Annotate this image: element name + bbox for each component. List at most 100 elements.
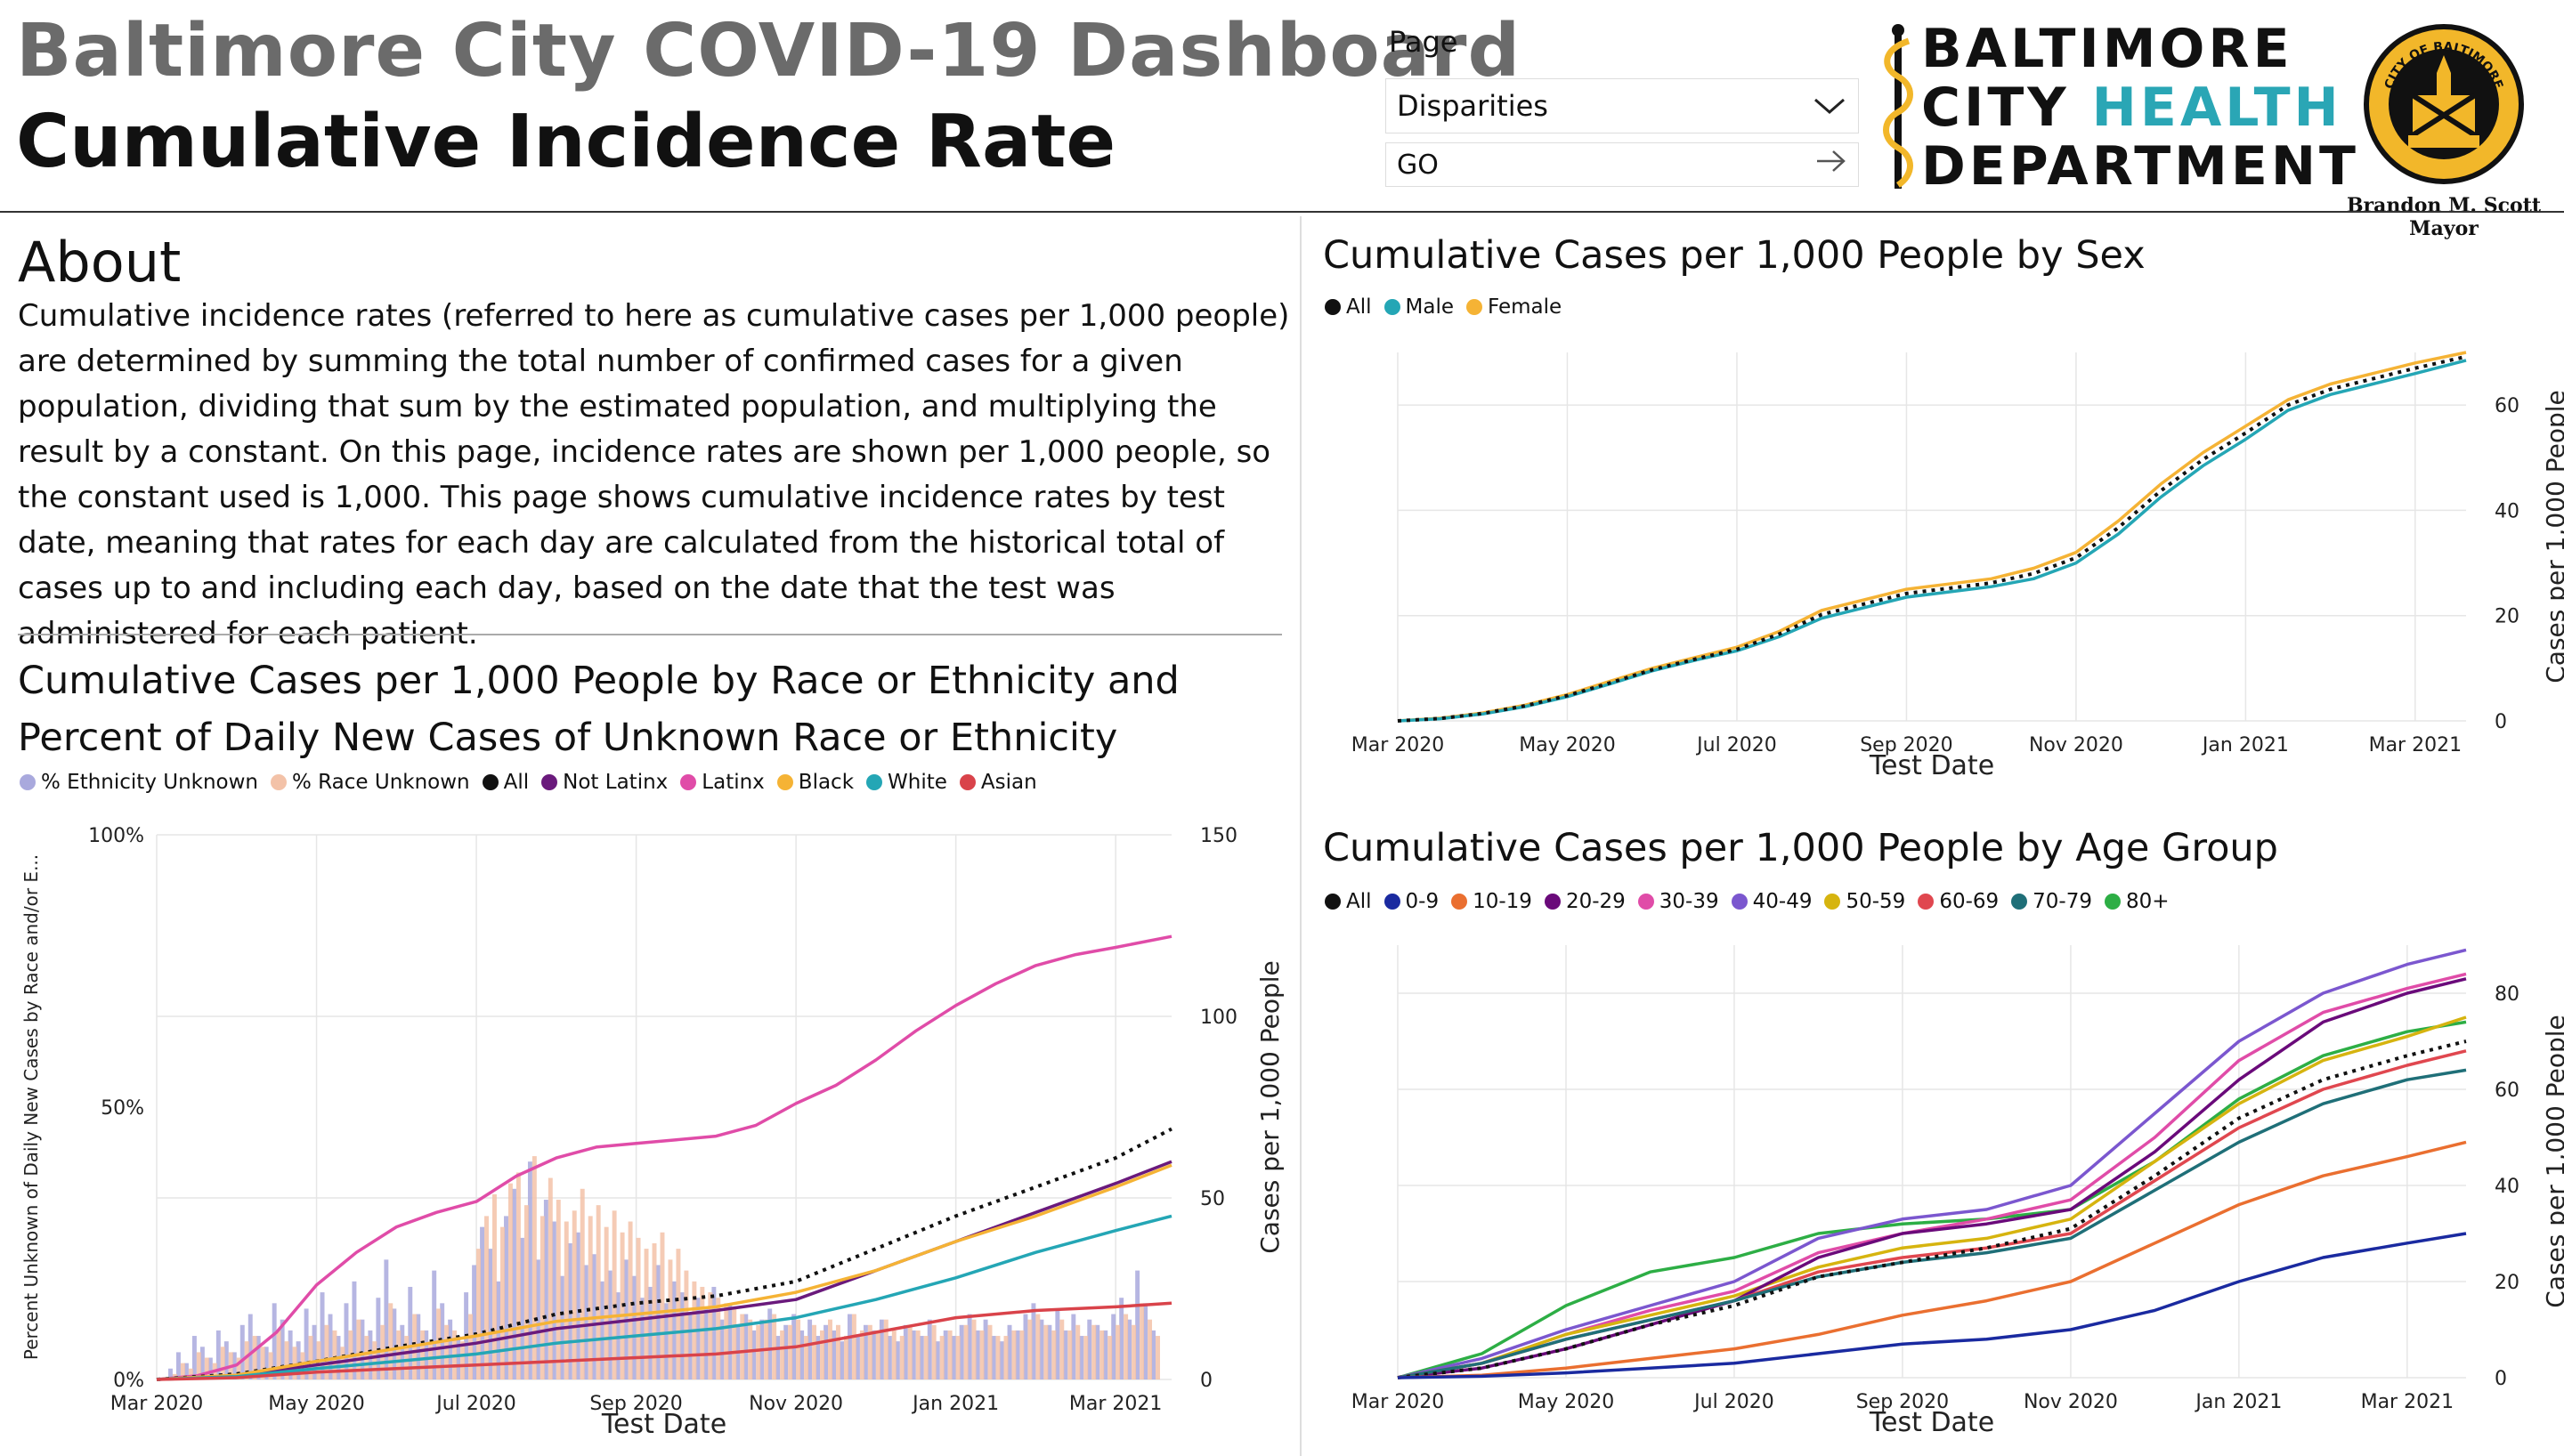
race-unknown-bar — [883, 1319, 888, 1379]
ethnicity-unknown-bar — [935, 1341, 940, 1379]
legend-item[interactable]: All — [1325, 295, 1372, 319]
header-divider — [0, 211, 2564, 213]
race-unknown-bar — [252, 1336, 257, 1379]
legend-item[interactable]: 20-29 — [1544, 890, 1626, 913]
legend-marker — [1383, 299, 1400, 315]
ethnicity-unknown-bar — [824, 1324, 829, 1379]
legend-item[interactable]: % Race Unknown — [271, 771, 470, 794]
race-unknown-bar — [963, 1324, 969, 1379]
legend-item[interactable]: 80+ — [2105, 890, 2170, 913]
ethnicity-unknown-bar — [599, 1281, 604, 1379]
y-tick-label: 50 — [1200, 1188, 1225, 1210]
legend-item[interactable]: Female — [1466, 295, 1562, 319]
page-dropdown[interactable]: Disparities — [1385, 78, 1859, 133]
race-unknown-bar — [923, 1336, 929, 1379]
legend-item[interactable]: % Ethnicity Unknown — [20, 771, 258, 794]
race-unknown-bar — [196, 1352, 201, 1379]
race-unknown-bar — [995, 1336, 1001, 1379]
race-unknown-bar — [788, 1324, 793, 1379]
race-unknown-bar — [1124, 1314, 1129, 1379]
race-unknown-bar — [828, 1319, 832, 1379]
legend-item[interactable]: Not Latinx — [541, 771, 668, 794]
legend-item[interactable]: Asian — [959, 771, 1037, 794]
race-unknown-bar — [1067, 1330, 1073, 1379]
ethnicity-unknown-bar — [895, 1341, 900, 1379]
ethnicity-unknown-bar — [655, 1265, 661, 1379]
y-left-tick-label: 50% — [101, 1097, 144, 1120]
legend-item[interactable]: Male — [1383, 295, 1454, 319]
x-tick-label: Jan 2021 — [2194, 1391, 2282, 1413]
about-text: Cumulative incidence rates (referred to … — [18, 298, 1290, 651]
x-tick-label: Mar 2020 — [110, 1393, 204, 1415]
race-unknown-bar — [971, 1319, 977, 1379]
ethnicity-unknown-bar — [488, 1249, 493, 1379]
race-unknown-bar — [188, 1368, 193, 1379]
legend-item[interactable]: Black — [776, 771, 854, 794]
ethnicity-unknown-bar — [175, 1352, 181, 1379]
legend-marker — [20, 774, 36, 790]
ethnicity-unknown-bar — [999, 1341, 1004, 1379]
ethnicity-unknown-bar — [975, 1330, 980, 1379]
race-unknown-bar — [1059, 1319, 1065, 1379]
legend-item[interactable]: All — [482, 771, 530, 794]
legend-label: All — [503, 771, 530, 794]
legend-item[interactable]: All — [1325, 890, 1372, 913]
race-unknown-bar — [596, 1205, 601, 1379]
ethnicity-unknown-bar — [368, 1330, 373, 1379]
race-unknown-bar — [236, 1357, 241, 1379]
legend-item[interactable]: 70-79 — [2011, 890, 2092, 913]
ethnicity-unknown-bar — [264, 1347, 269, 1379]
race-unknown-bar — [668, 1259, 673, 1379]
legend-label: 80+ — [2126, 890, 2170, 913]
race-unknown-bar — [843, 1336, 848, 1379]
race-unknown-bar — [244, 1341, 249, 1379]
ethnicity-unknown-bar — [199, 1347, 205, 1379]
race-unknown-bar — [180, 1363, 185, 1379]
legend-marker — [1325, 299, 1341, 315]
race-unknown-bar — [700, 1286, 705, 1379]
legend-marker — [541, 774, 558, 790]
ethnicity-unknown-bar — [1095, 1324, 1100, 1379]
legend-label: 20-29 — [1565, 890, 1626, 913]
legend-label: Not Latinx — [563, 771, 669, 794]
legend-marker — [1637, 894, 1654, 910]
legend-item[interactable]: 60-69 — [1918, 890, 1999, 913]
race-unknown-bar — [604, 1226, 609, 1379]
ethnicity-unknown-bar — [903, 1324, 908, 1379]
ethnicity-unknown-bar — [424, 1330, 429, 1379]
age-chart-title: Cumulative Cases per 1,000 People by Age… — [1323, 826, 2278, 870]
ethnicity-unknown-bar — [575, 1232, 580, 1379]
ethnicity-unknown-bar — [1127, 1319, 1132, 1379]
x-tick-label: Mar 2020 — [1351, 1391, 1445, 1413]
legend-marker — [959, 774, 976, 790]
legend-item[interactable]: Latinx — [680, 771, 765, 794]
race-unknown-bar — [947, 1330, 953, 1379]
race-unknown-bar — [572, 1210, 577, 1379]
race-unknown-bar — [531, 1156, 537, 1379]
race-unknown-bar — [388, 1303, 394, 1379]
ethnicity-unknown-bar — [1135, 1270, 1140, 1379]
legend-item[interactable]: 10-19 — [1451, 890, 1532, 913]
legend-label: 30-39 — [1659, 890, 1719, 913]
ethnicity-unknown-bar — [272, 1303, 277, 1379]
ethnicity-unknown-bar — [991, 1336, 996, 1379]
go-button[interactable]: GO — [1385, 142, 1859, 187]
legend-item[interactable]: 50-59 — [1824, 890, 1905, 913]
ethnicity-unknown-bar — [191, 1336, 197, 1379]
race-unknown-bar — [340, 1347, 345, 1379]
ethnicity-unknown-bar — [1055, 1308, 1060, 1379]
race-unknown-bar — [796, 1319, 801, 1379]
x-axis-title: Test Date — [1869, 1407, 1994, 1438]
mayor-name: Brandon M. Scott — [2346, 194, 2542, 217]
y-left-tick-label: 0% — [113, 1370, 144, 1392]
ethnicity-unknown-bar — [247, 1314, 253, 1379]
race-unknown-bar — [540, 1216, 545, 1379]
x-axis-title: Test Date — [1869, 750, 1994, 781]
logo-line-2a: CITY — [1921, 77, 2070, 139]
legend-item[interactable]: White — [866, 771, 947, 794]
legend-item[interactable]: 30-39 — [1637, 890, 1719, 913]
legend-marker — [1918, 894, 1935, 910]
chevron-down-icon — [1812, 89, 1847, 123]
legend-item[interactable]: 40-49 — [1731, 890, 1812, 913]
legend-item[interactable]: 0-9 — [1383, 890, 1439, 913]
